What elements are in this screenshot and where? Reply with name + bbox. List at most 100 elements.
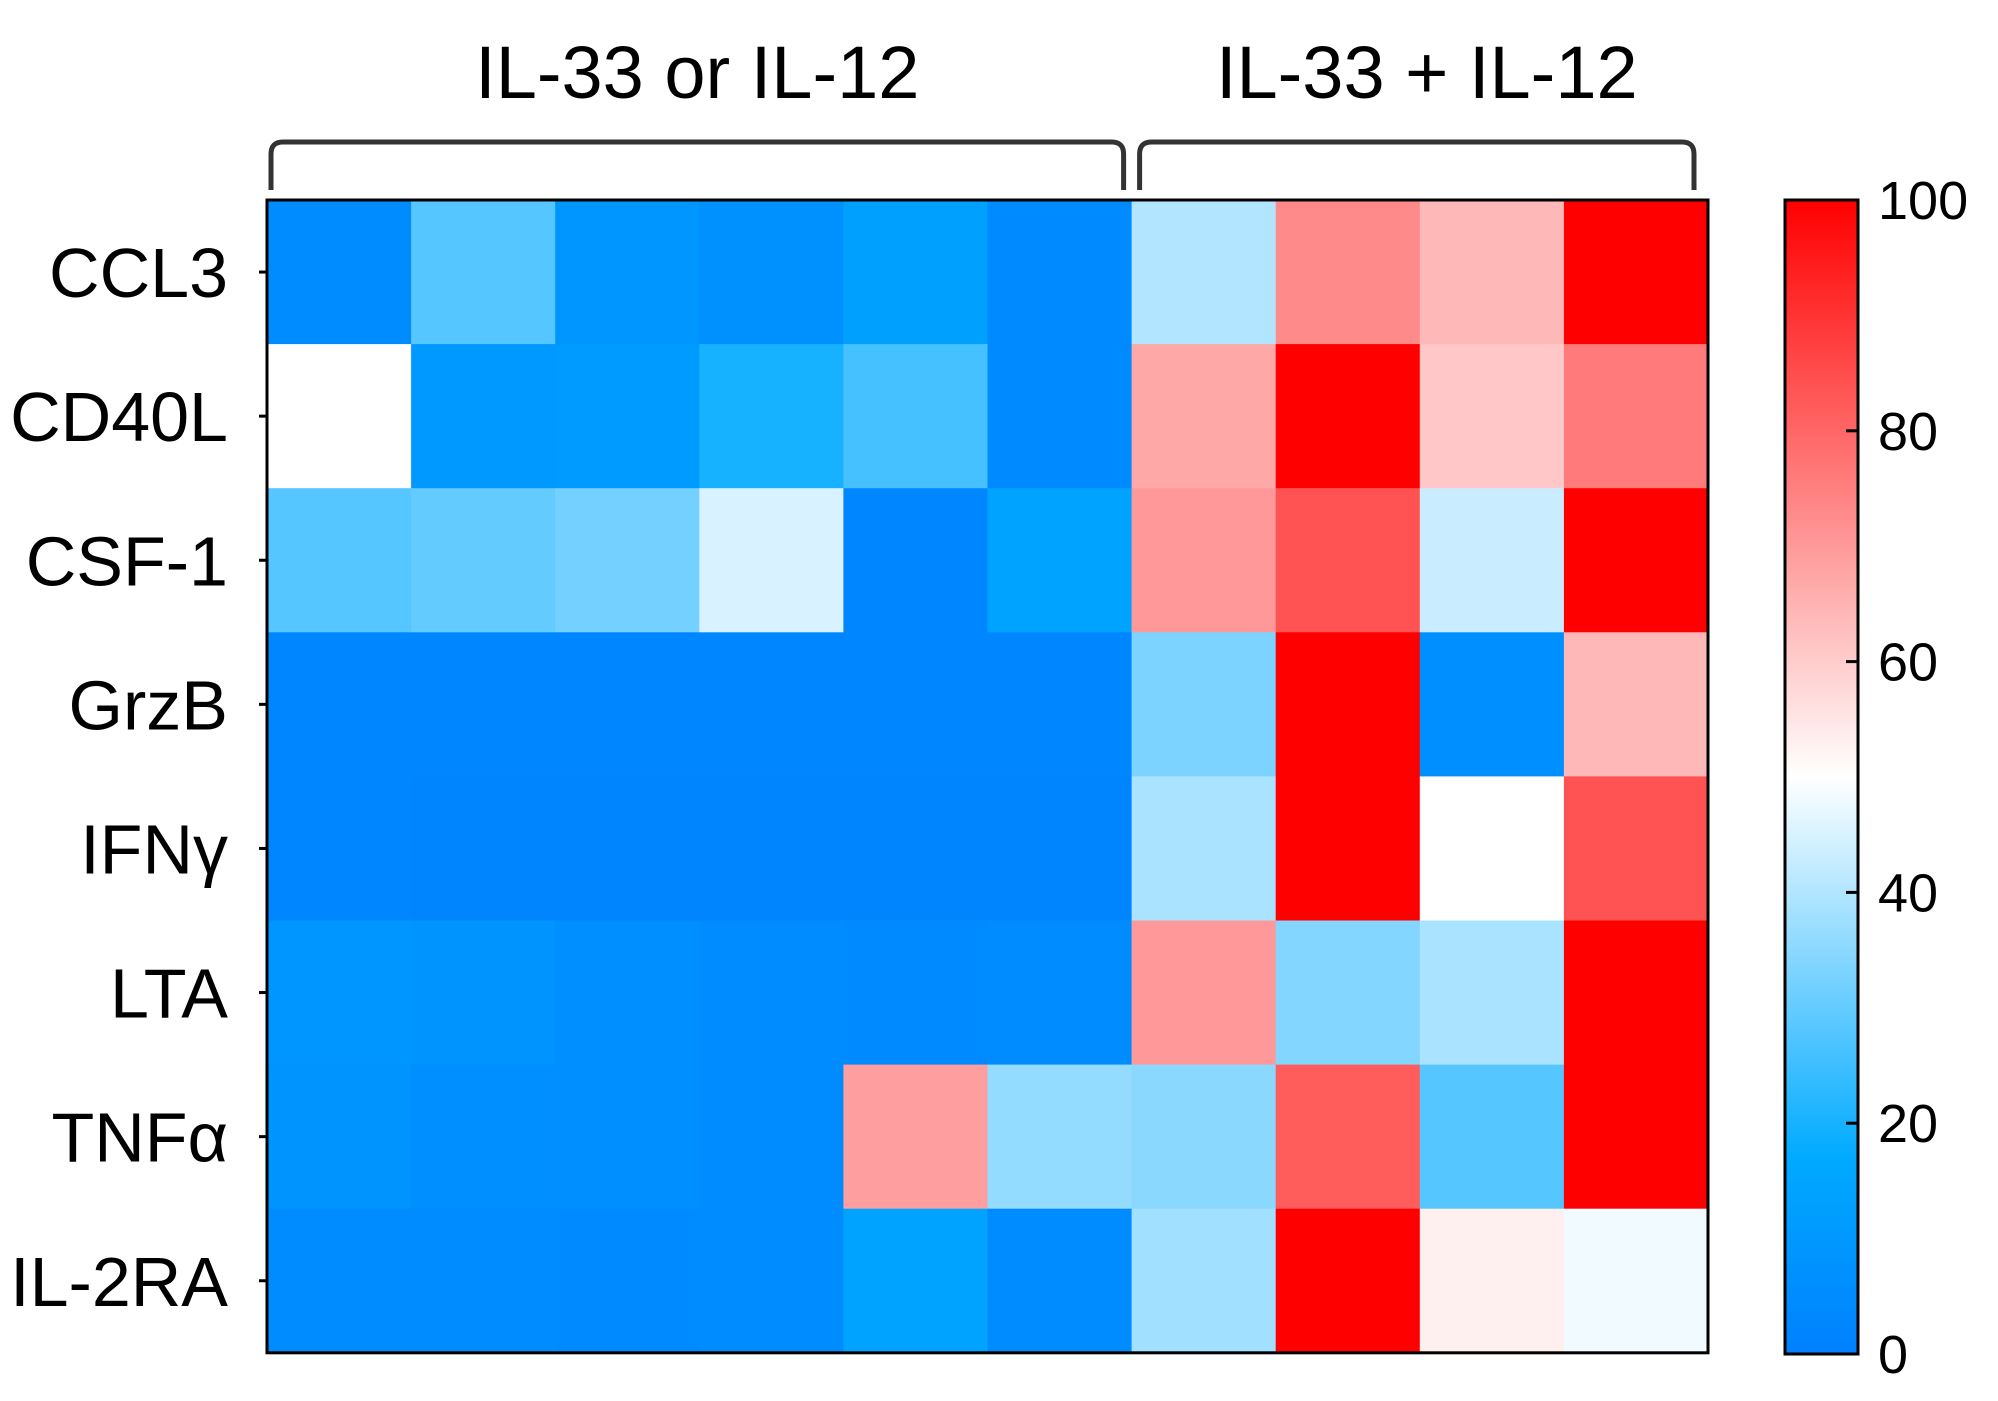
heatmap-cell [411,344,556,489]
heatmap-cell [987,488,1133,633]
heatmap-cell [555,488,700,633]
row-label: TNFα [51,1099,228,1177]
heatmap-cell [843,776,989,922]
heatmap-cell [1131,776,1277,922]
heatmap-cell [1275,488,1421,633]
heatmap-cell [699,920,844,1066]
heatmap-cell [1419,776,1565,922]
heatmap-cell [267,1064,412,1210]
group-bracket [1137,139,1697,190]
heatmap-cell [1275,344,1421,489]
heatmap-cell [411,920,556,1066]
heatmap-cell [1419,344,1565,489]
heatmap-cell [267,1208,412,1354]
heatmap-cell [1563,488,1709,633]
heatmap-cell [1419,1208,1565,1354]
heatmap-cell [1563,920,1709,1066]
group-bracket [268,139,1127,190]
heatmap-cell [1419,1064,1565,1210]
heatmap-cell [555,776,700,922]
heatmap-cell [267,920,412,1066]
heatmap-cell [843,1064,989,1210]
heatmap-cell [987,776,1133,922]
heatmap-cell [843,488,989,633]
heatmap-cell [699,776,844,922]
heatmap-cell [843,632,989,777]
heatmap-cell [555,344,700,489]
heatmap-cell [411,632,556,777]
heatmap-cell [1563,344,1709,489]
group-label: IL-33 or IL-12 [475,31,919,114]
heatmap-cell [699,344,844,489]
heatmap-cell [1275,632,1421,777]
row-label: GrzB [69,666,228,744]
colorbar: 0 20 40 60 80 100 [1783,171,1968,1385]
row-label: IL-2RA [10,1243,228,1321]
heatmap-cell [1563,1064,1709,1210]
colorbar-tick-label: 60 [1878,633,1938,693]
heatmap-cell [267,776,412,922]
heatmap-cell [987,632,1133,777]
heatmap-cells [267,200,1709,1354]
heatmap-cell [843,1208,989,1354]
heatmap-cell [1275,920,1421,1066]
plot-frame [265,198,1710,1355]
colorbar-tick-label: 20 [1878,1094,1938,1154]
heatmap-cell [555,632,700,777]
heatmap-cell [987,200,1133,345]
row-label: LTA [110,955,228,1033]
heatmap-cell [1131,344,1277,489]
heatmap-cell [1131,488,1277,633]
heatmap-cell [555,200,700,345]
heatmap-cell [843,920,989,1066]
colorbar-gradient [1783,198,1860,1356]
heatmap-cell [1131,920,1277,1066]
heatmap-cell [987,344,1133,489]
heatmap-cell [1275,776,1421,922]
heatmap-cell [699,632,844,777]
heatmap-cell [267,632,412,777]
colorbar-tick-label: 80 [1878,402,1938,462]
heatmap-cell [411,776,556,922]
heatmap-cell [1131,200,1277,345]
heatmap-cell [1419,488,1565,633]
heatmap-cell [1131,1064,1277,1210]
heatmap-cell [1419,200,1565,345]
heatmap-cell [1275,1064,1421,1210]
colorbar-tick-label: 40 [1878,863,1938,923]
heatmap-cell [699,200,844,345]
heatmap-cell [267,488,412,633]
group-label: IL-33 + IL-12 [1216,31,1638,114]
heatmap-cell [555,1208,700,1354]
heatmap-cell [411,1064,556,1210]
heatmap-cell [1563,776,1709,922]
heatmap-cell [1563,200,1709,345]
heatmap-cell [1275,200,1421,345]
heatmap-cell [267,200,412,345]
heatmap-cell [1131,632,1277,777]
heatmap-cell [1419,920,1565,1066]
heatmap-cell [555,920,700,1066]
heatmap-cell [1131,1208,1277,1354]
row-label: CD40L [10,378,228,456]
heatmap-cell [987,920,1133,1066]
heatmap-cell [1419,632,1565,777]
heatmap-cell [1563,1208,1709,1354]
heatmap-cell [411,200,556,345]
colorbar-tick-label: 0 [1878,1325,1908,1385]
colorbar-tick-label: 100 [1878,171,1968,231]
heatmap-cell [987,1064,1133,1210]
heatmap-cell [411,488,556,633]
row-label: IFNγ [80,810,228,888]
row-label: CCL3 [49,234,228,312]
row-label: CSF-1 [26,522,228,600]
heatmap-cell [987,1208,1133,1354]
heatmap-cell [1563,632,1709,777]
heatmap-cell [555,1064,700,1210]
heatmap-cell [699,1064,844,1210]
heatmap-cell [699,488,844,633]
heatmap-cell [267,344,412,489]
heatmap-cell [843,344,989,489]
group-brackets: IL-33 or IL-12 IL-33 + IL-12 [268,31,1697,190]
